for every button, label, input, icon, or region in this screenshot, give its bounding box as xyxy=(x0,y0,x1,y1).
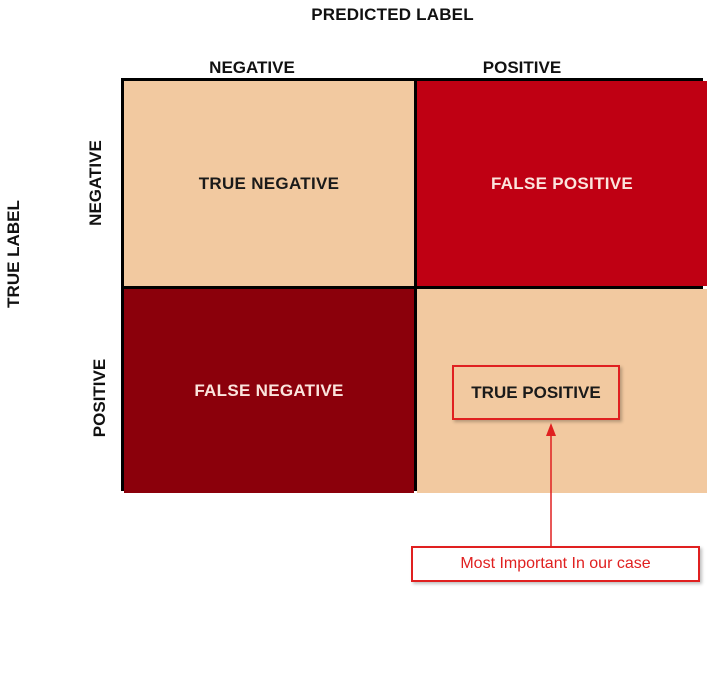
predicted-label-title: PREDICTED LABEL xyxy=(311,5,474,24)
arrow-head xyxy=(546,423,556,436)
confusion-matrix: TRUE NEGATIVE FALSE POSITIVE FALSE NEGAT… xyxy=(121,78,707,493)
true-positive-highlight-box xyxy=(452,365,620,420)
annotation-note: Most Important In our case xyxy=(411,546,700,582)
cell-true-negative: TRUE NEGATIVE xyxy=(124,81,414,286)
cell-false-negative: FALSE NEGATIVE xyxy=(124,289,414,493)
cell-true-negative-label: TRUE NEGATIVE xyxy=(198,173,340,193)
cell-false-positive: FALSE POSITIVE xyxy=(417,81,707,286)
cell-false-positive-label: FALSE POSITIVE xyxy=(490,173,634,193)
cell-false-negative-label: FALSE NEGATIVE xyxy=(194,381,344,400)
cell-true-positive-label: TRUE POSITIVE xyxy=(471,382,601,402)
cell-true-positive xyxy=(417,289,707,493)
column-label-positive: POSITIVE xyxy=(482,58,562,77)
column-label-negative: NEGATIVE xyxy=(209,58,295,77)
